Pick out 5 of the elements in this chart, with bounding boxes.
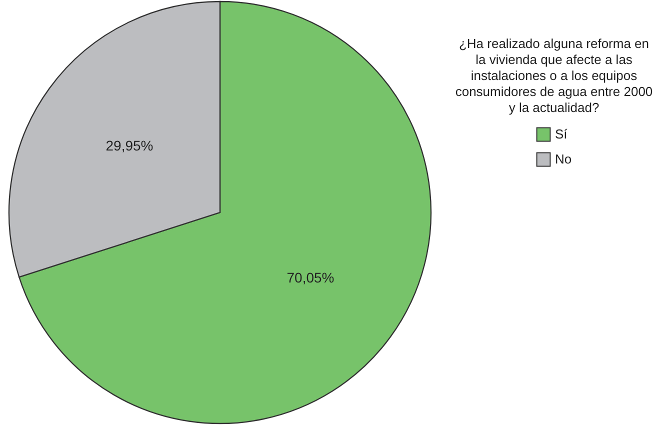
data-label: 29,95% [106,138,154,154]
legend-label: Sí [555,126,568,142]
legend-title: ¿Ha realizado alguna reforma en la vivienda que afecte a las instalaciones o a los equipos consumidores de agua entre 2000 y la actualidad? [455,36,653,115]
legend-label: No [555,152,572,166]
data-label: 70,05% [286,269,334,286]
